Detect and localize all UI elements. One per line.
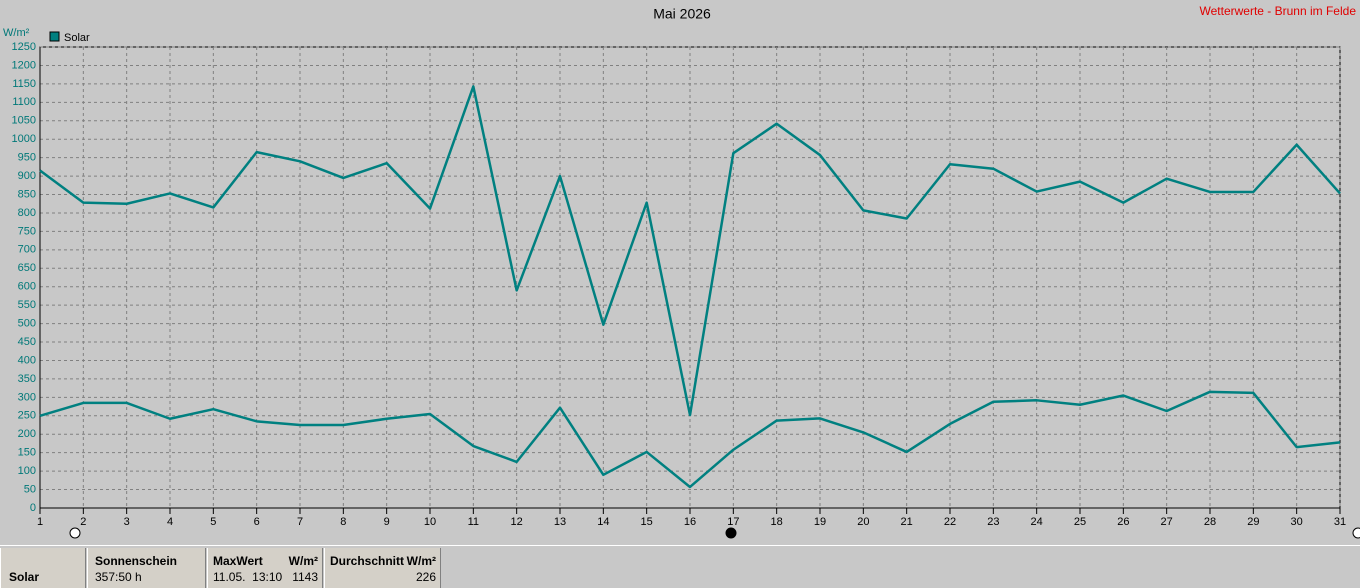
y-tick-label: 1250	[12, 41, 36, 53]
x-tick-label: 11	[468, 516, 479, 528]
moon-icon	[1352, 527, 1360, 539]
x-tick-label: 18	[771, 516, 783, 528]
x-tick-label: 19	[814, 516, 826, 528]
x-tick-label: 2	[80, 516, 86, 528]
x-tick-label: 20	[857, 516, 869, 528]
y-tick-label: 750	[18, 225, 36, 237]
x-tick-label: 6	[254, 516, 260, 528]
y-tick-label: 300	[18, 391, 36, 403]
x-tick-label: 10	[424, 516, 436, 528]
x-tick-label: 12	[511, 516, 523, 528]
y-tick-label: 150	[18, 447, 36, 459]
y-tick-label: 250	[18, 410, 36, 422]
y-tick-label: 650	[18, 262, 36, 274]
stat-value: 226	[415, 570, 436, 584]
stat-label: MaxWert	[213, 554, 263, 568]
legend-label: Solar	[64, 32, 90, 44]
x-tick-label: 24	[1031, 516, 1043, 528]
y-tick-label: 900	[18, 170, 36, 182]
stats-bar: Solar Sonnenschein 357:50 h MaxWert W/m² 11…	[0, 545, 1360, 588]
y-tick-label: 1050	[12, 115, 36, 127]
stat-label: Durchschnitt	[330, 554, 405, 568]
stats-cell: Durchschnitt W/m² 226	[324, 548, 441, 588]
y-tick-label: 50	[24, 483, 36, 495]
stat-unit: W/m²	[288, 554, 318, 568]
x-tick-label: 23	[987, 516, 999, 528]
stat-label: Sonnenschein	[95, 554, 178, 568]
stats-cell: MaxWert W/m² 11.05. 13:10 1143	[207, 548, 323, 588]
stat-unit: W/m²	[406, 554, 436, 568]
stats-cell: Sonnenschein 357:50 h	[87, 548, 206, 588]
x-tick-label: 22	[944, 516, 956, 528]
x-tick-label: 26	[1117, 516, 1129, 528]
x-tick-label: 17	[727, 516, 739, 528]
x-tick-label: 1	[37, 516, 43, 528]
y-tick-label: 450	[18, 336, 36, 348]
data-line	[39, 85, 1341, 417]
y-tick-label: 800	[18, 207, 36, 219]
x-tick-label: 29	[1247, 516, 1259, 528]
x-tick-label: 28	[1204, 516, 1216, 528]
y-tick-label: 950	[18, 152, 36, 164]
x-tick-label: 7	[297, 516, 303, 528]
y-tick-label: 600	[18, 281, 36, 293]
x-tick-label: 21	[901, 516, 913, 528]
x-tick-label: 16	[684, 516, 696, 528]
legend-swatch	[49, 31, 60, 42]
y-tick-label: 0	[30, 502, 36, 514]
stat-value: 357:50 h	[95, 570, 142, 584]
x-tick-label: 3	[124, 516, 130, 528]
y-tick-label: 500	[18, 318, 36, 330]
x-tick-label: 8	[340, 516, 346, 528]
x-tick-label: 15	[641, 516, 653, 528]
source-label: Wetterwerte - Brunn im Felde	[1200, 4, 1357, 18]
x-tick-label: 31	[1334, 516, 1346, 528]
y-tick-label: 700	[18, 244, 36, 256]
y-tick-label: 550	[18, 299, 36, 311]
data-line	[39, 390, 1341, 489]
x-tick-label: 13	[554, 516, 566, 528]
y-tick-label: 1200	[12, 59, 36, 71]
moon-icon	[725, 527, 737, 539]
y-tick-label: 1100	[12, 96, 36, 108]
chart-title: Mai 2026	[653, 6, 711, 22]
moon-icon	[69, 527, 81, 539]
y-tick-label: 200	[18, 428, 36, 440]
x-tick-label: 27	[1161, 516, 1173, 528]
x-tick-label: 14	[597, 516, 609, 528]
x-tick-label: 5	[210, 516, 216, 528]
x-tick-label: 4	[167, 516, 173, 528]
y-tick-label: 100	[18, 465, 36, 477]
x-tick-label: 30	[1291, 516, 1303, 528]
x-tick-label: 25	[1074, 516, 1086, 528]
y-tick-label: 850	[18, 188, 36, 200]
y-tick-label: 1150	[12, 78, 36, 90]
stat-value: 1143	[292, 570, 318, 584]
x-tick-label: 9	[384, 516, 390, 528]
y-tick-label: 350	[18, 373, 36, 385]
y-tick-label: 400	[18, 354, 36, 366]
stats-cell: Solar	[0, 548, 86, 588]
stat-date: 11.05. 13:10	[213, 570, 283, 584]
y-unit: W/m²	[3, 27, 30, 39]
y-tick-label: 1000	[12, 133, 36, 145]
chart: Mai 2026 Wetterwerte - Brunn im Felde W/…	[3, 4, 1360, 539]
row-label: Solar	[9, 570, 40, 584]
